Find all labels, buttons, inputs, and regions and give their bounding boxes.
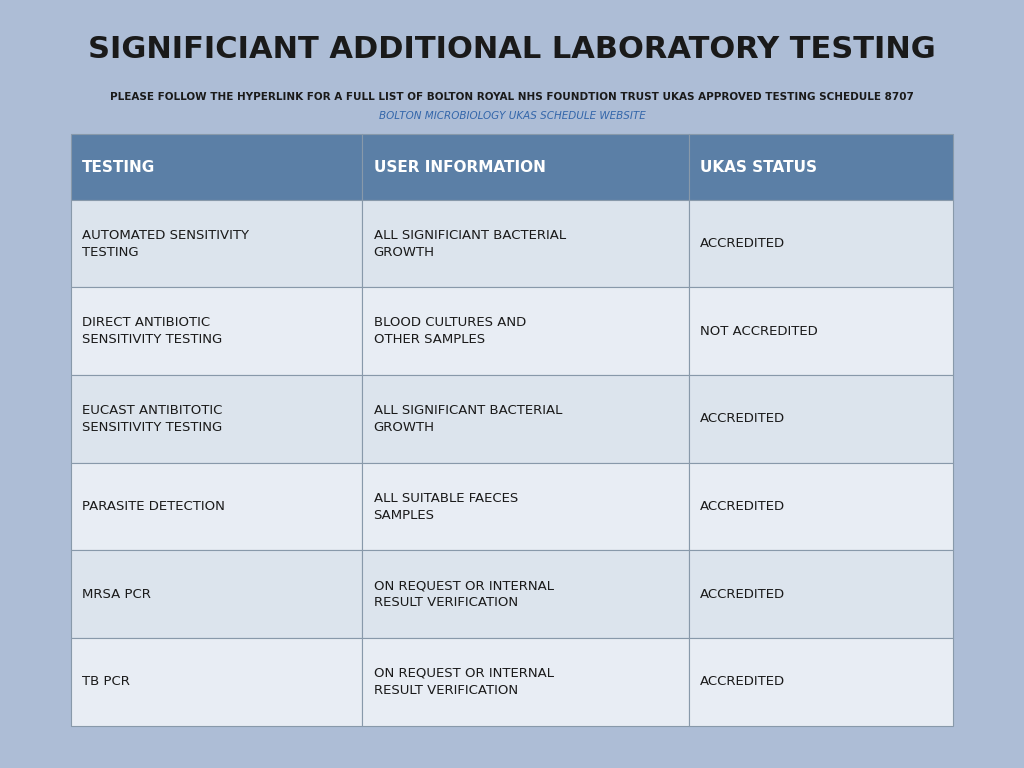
Text: ACCREDITED: ACCREDITED bbox=[700, 500, 785, 513]
Text: ACCREDITED: ACCREDITED bbox=[700, 412, 785, 425]
Bar bbox=[71, 551, 361, 638]
Text: ON REQUEST OR INTERNAL
RESULT VERIFICATION: ON REQUEST OR INTERNAL RESULT VERIFICATI… bbox=[374, 667, 554, 697]
Text: TB PCR: TB PCR bbox=[82, 675, 130, 688]
Text: NOT ACCREDITED: NOT ACCREDITED bbox=[700, 325, 818, 338]
Text: AUTOMATED SENSITIVITY
TESTING: AUTOMATED SENSITIVITY TESTING bbox=[82, 229, 250, 259]
Text: SIGNIFICIANT ADDITIONAL LABORATORY TESTING: SIGNIFICIANT ADDITIONAL LABORATORY TESTI… bbox=[88, 35, 936, 64]
Text: ACCREDITED: ACCREDITED bbox=[700, 675, 785, 688]
Text: USER INFORMATION: USER INFORMATION bbox=[374, 160, 546, 174]
Bar bbox=[71, 638, 361, 726]
Bar bbox=[71, 134, 361, 200]
Bar bbox=[688, 200, 953, 287]
Bar bbox=[361, 638, 688, 726]
Text: PLEASE FOLLOW THE HYPERLINK FOR A FULL LIST OF BOLTON ROYAL NHS FOUNDTION TRUST : PLEASE FOLLOW THE HYPERLINK FOR A FULL L… bbox=[110, 92, 914, 102]
Bar bbox=[361, 551, 688, 638]
Bar bbox=[71, 287, 361, 375]
Text: EUCAST ANTIBITOTIC
SENSITIVITY TESTING: EUCAST ANTIBITOTIC SENSITIVITY TESTING bbox=[82, 404, 223, 434]
Bar bbox=[361, 134, 688, 200]
Bar bbox=[361, 200, 688, 287]
Text: ALL SIGNIFICANT BACTERIAL
GROWTH: ALL SIGNIFICANT BACTERIAL GROWTH bbox=[374, 404, 562, 434]
Text: BLOOD CULTURES AND
OTHER SAMPLES: BLOOD CULTURES AND OTHER SAMPLES bbox=[374, 316, 526, 346]
Text: ACCREDITED: ACCREDITED bbox=[700, 237, 785, 250]
Text: DIRECT ANTIBIOTIC
SENSITIVITY TESTING: DIRECT ANTIBIOTIC SENSITIVITY TESTING bbox=[82, 316, 222, 346]
Bar bbox=[688, 638, 953, 726]
Text: ALL SUITABLE FAECES
SAMPLES: ALL SUITABLE FAECES SAMPLES bbox=[374, 492, 518, 521]
Text: BOLTON MICROBIOLOGY UKAS SCHEDULE WEBSITE: BOLTON MICROBIOLOGY UKAS SCHEDULE WEBSIT… bbox=[379, 111, 645, 121]
Bar bbox=[71, 375, 361, 462]
Text: UKAS STATUS: UKAS STATUS bbox=[700, 160, 817, 174]
Bar bbox=[71, 462, 361, 551]
Text: ON REQUEST OR INTERNAL
RESULT VERIFICATION: ON REQUEST OR INTERNAL RESULT VERIFICATI… bbox=[374, 579, 554, 609]
Bar bbox=[688, 551, 953, 638]
Bar bbox=[361, 375, 688, 462]
Bar bbox=[361, 287, 688, 375]
Bar bbox=[688, 462, 953, 551]
Text: TESTING: TESTING bbox=[82, 160, 156, 174]
Text: PARASITE DETECTION: PARASITE DETECTION bbox=[82, 500, 225, 513]
Text: ALL SIGNIFICIANT BACTERIAL
GROWTH: ALL SIGNIFICIANT BACTERIAL GROWTH bbox=[374, 229, 565, 259]
Bar bbox=[361, 462, 688, 551]
Text: MRSA PCR: MRSA PCR bbox=[82, 588, 152, 601]
Bar bbox=[688, 134, 953, 200]
Text: ACCREDITED: ACCREDITED bbox=[700, 588, 785, 601]
Bar bbox=[71, 200, 361, 287]
Bar bbox=[688, 287, 953, 375]
Bar bbox=[688, 375, 953, 462]
